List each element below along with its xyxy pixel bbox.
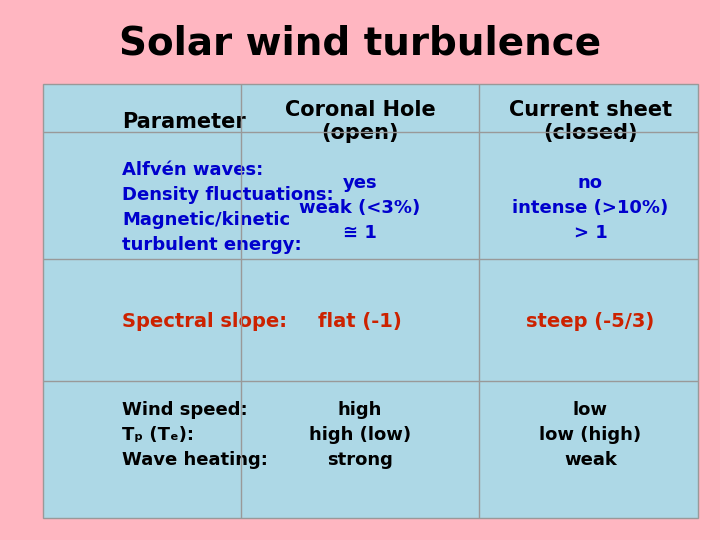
- Text: Parameter: Parameter: [122, 111, 246, 132]
- Text: low
low (high)
weak: low low (high) weak: [539, 401, 642, 469]
- Text: flat (-1): flat (-1): [318, 312, 402, 331]
- Text: Spectral slope:: Spectral slope:: [122, 312, 287, 331]
- Text: yes
weak (<3%)
≅ 1: yes weak (<3%) ≅ 1: [300, 174, 420, 242]
- Text: no
intense (>10%)
> 1: no intense (>10%) > 1: [512, 174, 669, 242]
- Text: Wind speed:
Tₚ (Tₑ):
Wave heating:: Wind speed: Tₚ (Tₑ): Wave heating:: [122, 401, 269, 469]
- Text: Alfvén waves:
Density fluctuations:
Magnetic/kinetic
turbulent energy:: Alfvén waves: Density fluctuations: Magn…: [122, 161, 334, 254]
- Text: Coronal Hole
(open): Coronal Hole (open): [284, 100, 436, 143]
- Text: high
high (low)
strong: high high (low) strong: [309, 401, 411, 469]
- Text: Current sheet
(closed): Current sheet (closed): [509, 100, 672, 143]
- Text: Solar wind turbulence: Solar wind turbulence: [119, 24, 601, 62]
- FancyBboxPatch shape: [43, 84, 698, 518]
- Text: steep (-5/3): steep (-5/3): [526, 312, 654, 331]
